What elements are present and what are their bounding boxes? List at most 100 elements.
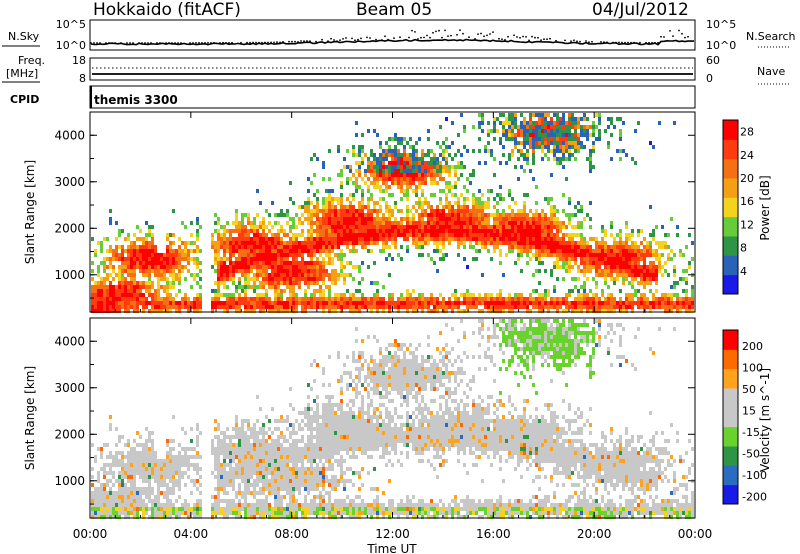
power-cell bbox=[295, 277, 298, 281]
velocity-cell bbox=[178, 467, 181, 471]
power-cell bbox=[562, 249, 565, 253]
power-cell bbox=[562, 301, 565, 305]
power-cell bbox=[295, 305, 298, 309]
power-cell bbox=[565, 141, 568, 145]
power-cell bbox=[271, 241, 274, 245]
power-cell bbox=[619, 309, 622, 313]
power-cell bbox=[436, 241, 439, 245]
velocity-cell bbox=[121, 483, 124, 487]
power-cell bbox=[157, 289, 160, 293]
power-cell bbox=[148, 281, 151, 285]
power-cell bbox=[604, 273, 607, 277]
power-cell bbox=[286, 305, 289, 309]
power-cell bbox=[664, 269, 667, 273]
velocity-cell bbox=[235, 427, 238, 431]
power-cell bbox=[598, 249, 601, 253]
power-cell bbox=[166, 301, 169, 305]
velocity-cell bbox=[169, 475, 172, 479]
power-cell bbox=[328, 177, 331, 181]
power-cell bbox=[298, 249, 301, 253]
power-cell bbox=[130, 305, 133, 309]
velocity-cell bbox=[91, 491, 94, 495]
power-cell bbox=[109, 293, 112, 297]
power-cell bbox=[325, 209, 328, 213]
power-cell bbox=[652, 277, 655, 281]
power-cell bbox=[373, 153, 376, 157]
power-cell bbox=[301, 205, 304, 209]
power-cell bbox=[445, 217, 448, 221]
power-cell bbox=[484, 233, 487, 237]
velocity-cell bbox=[97, 503, 100, 507]
power-cell bbox=[427, 309, 430, 313]
velocity-cell bbox=[118, 475, 121, 479]
power-cell bbox=[421, 157, 424, 161]
power-cell bbox=[601, 293, 604, 297]
search-noise-dot bbox=[672, 35, 674, 37]
velocity-cell bbox=[196, 443, 199, 447]
power-cell bbox=[226, 245, 229, 249]
power-cell bbox=[235, 285, 238, 289]
power-cell bbox=[574, 205, 577, 209]
power-cell bbox=[580, 209, 583, 213]
power-cell bbox=[604, 229, 607, 233]
power-cell bbox=[286, 221, 289, 225]
power-cell bbox=[529, 257, 532, 261]
power-cell bbox=[499, 253, 502, 257]
power-cell bbox=[478, 309, 481, 313]
search-noise-dot bbox=[621, 41, 623, 44]
power-cell bbox=[328, 293, 331, 297]
power-cell bbox=[514, 233, 517, 237]
power-cell bbox=[391, 257, 394, 261]
power-cell bbox=[403, 237, 406, 241]
power-cell bbox=[151, 225, 154, 229]
power-cell bbox=[286, 273, 289, 277]
power-cell bbox=[571, 133, 574, 137]
velocity-cell bbox=[235, 431, 238, 435]
power-cell bbox=[349, 169, 352, 173]
power-cell bbox=[556, 221, 559, 225]
power-cell bbox=[364, 213, 367, 217]
power-cell bbox=[511, 213, 514, 217]
power-cell bbox=[514, 297, 517, 301]
search-noise-dot bbox=[342, 38, 344, 40]
power-cell bbox=[394, 221, 397, 225]
power-cell bbox=[310, 293, 313, 297]
power-cell bbox=[481, 201, 484, 205]
power-cell bbox=[613, 305, 616, 309]
power-cell bbox=[394, 161, 397, 165]
power-cell bbox=[439, 201, 442, 205]
velocity-cell bbox=[211, 507, 214, 511]
power-cell bbox=[520, 129, 523, 133]
power-cell bbox=[460, 233, 463, 237]
power-cell bbox=[472, 229, 475, 233]
velocity-cell bbox=[178, 479, 181, 483]
power-cell bbox=[127, 265, 130, 269]
power-cell bbox=[526, 137, 529, 141]
velocity-cell bbox=[145, 455, 148, 459]
power-cell bbox=[385, 241, 388, 245]
power-cell bbox=[322, 161, 325, 165]
power-cell bbox=[244, 297, 247, 301]
search-noise-dot bbox=[522, 35, 524, 38]
power-cell bbox=[562, 257, 565, 261]
power-cell bbox=[598, 301, 601, 305]
velocity-cell bbox=[103, 487, 106, 491]
velocity-cell bbox=[166, 467, 169, 471]
power-cell bbox=[649, 241, 652, 245]
velocity-cell bbox=[145, 447, 148, 451]
power-cell bbox=[667, 253, 670, 257]
velocity-cell bbox=[106, 483, 109, 487]
power-cell bbox=[223, 261, 226, 265]
power-cell bbox=[316, 241, 319, 245]
power-cell bbox=[421, 309, 424, 313]
power-cell bbox=[322, 281, 325, 285]
power-cell bbox=[163, 261, 166, 265]
search-noise-dot bbox=[246, 41, 248, 44]
power-cell bbox=[433, 193, 436, 197]
power-cell bbox=[307, 261, 310, 265]
power-cell bbox=[361, 233, 364, 237]
velocity-cell bbox=[127, 479, 130, 483]
power-cell bbox=[622, 269, 625, 273]
power-cell bbox=[346, 241, 349, 245]
power-cell bbox=[622, 273, 625, 277]
